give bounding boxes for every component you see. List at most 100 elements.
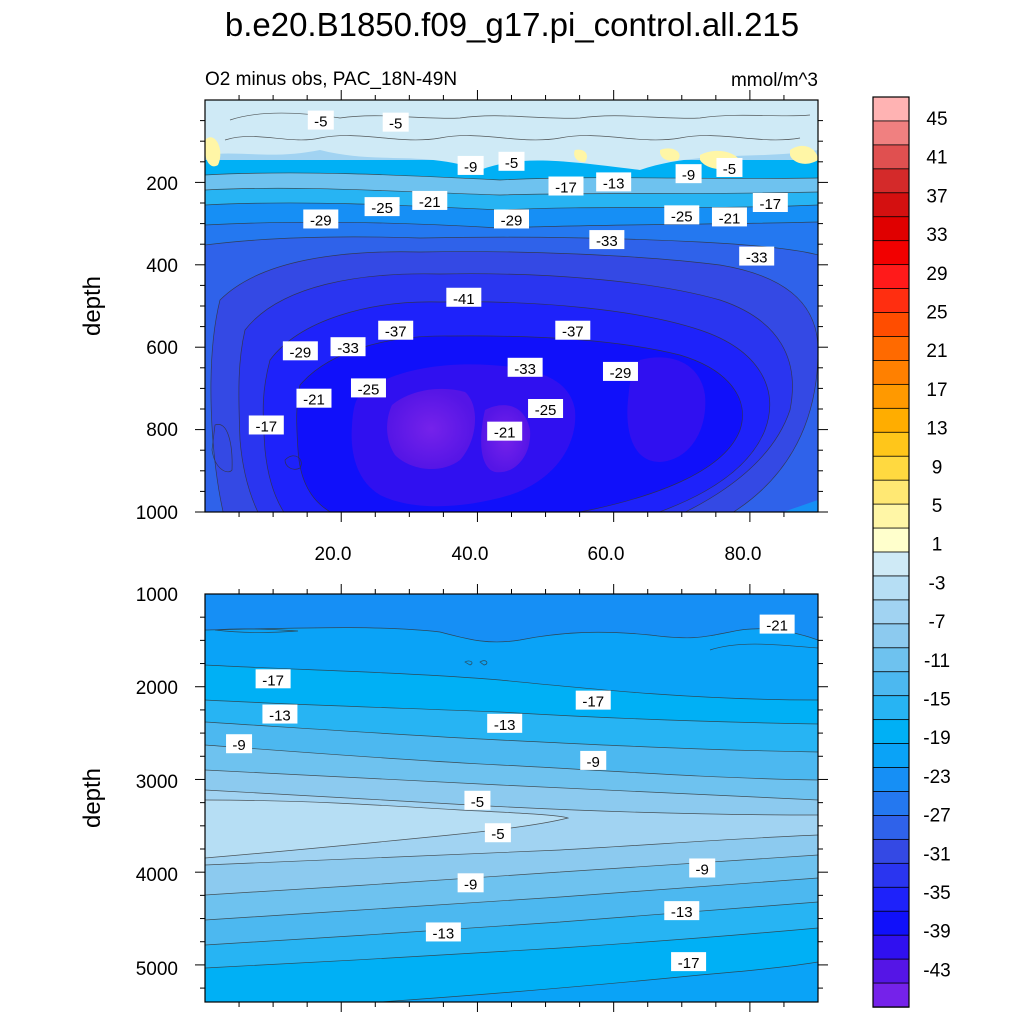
colorbar-swatch bbox=[872, 383, 910, 410]
contour-label: -21 bbox=[296, 388, 332, 409]
contour-label: -33 bbox=[330, 337, 366, 357]
colorbar-swatch bbox=[872, 623, 910, 649]
contour-label-box bbox=[350, 378, 386, 398]
colorbar-swatch bbox=[872, 192, 910, 218]
contour-label-text: -13 bbox=[269, 708, 291, 725]
colorbar-swatch bbox=[872, 288, 910, 314]
units-label: mmol/m^3 bbox=[731, 70, 818, 91]
colorbar-label: -43 bbox=[923, 960, 950, 981]
contour-label-box bbox=[507, 357, 543, 377]
contour-label: -17 bbox=[575, 690, 611, 711]
contour-label-box bbox=[457, 873, 484, 893]
colorbar-swatch bbox=[872, 240, 910, 266]
contour-label-box bbox=[528, 399, 564, 418]
colorbar-label: -23 bbox=[923, 767, 950, 788]
lower-axis-ticks bbox=[195, 584, 828, 1012]
colorbar-swatch bbox=[872, 838, 910, 865]
contour-label-box bbox=[262, 704, 298, 724]
colorbar-swatch bbox=[872, 671, 910, 697]
lower-panel: 1000 2000 3000 4000 5000 depth -21 -17 -17… bbox=[79, 584, 828, 1012]
contour-label: -41 bbox=[446, 287, 482, 308]
contour-label-text: -5 bbox=[471, 794, 484, 811]
contour-label-box bbox=[716, 157, 743, 177]
contour-label-box bbox=[494, 209, 529, 229]
contour-label: -33 bbox=[507, 357, 543, 378]
contour-label-box bbox=[759, 614, 795, 634]
contour-label-text: -29 bbox=[610, 365, 632, 382]
contour-label-box bbox=[378, 320, 414, 340]
colorbar-swatch bbox=[872, 886, 910, 912]
colorbar-swatch bbox=[872, 743, 910, 769]
contour-label-text: -21 bbox=[419, 194, 441, 211]
contour-label-box bbox=[296, 388, 332, 408]
contour-label: -17 bbox=[248, 415, 284, 435]
contour-label-box bbox=[580, 750, 607, 770]
contour-label: -17 bbox=[752, 193, 788, 213]
colorbar-swatch bbox=[872, 168, 910, 194]
contour-label: -5 bbox=[382, 112, 409, 133]
contour-label-text: -9 bbox=[464, 159, 477, 176]
contour-label-box bbox=[307, 110, 334, 130]
colorbar-label: -3 bbox=[929, 573, 946, 594]
contour-label-box bbox=[487, 713, 523, 733]
contour-label-box bbox=[446, 287, 482, 307]
contour-label-box bbox=[664, 205, 700, 225]
contour-label: -21 bbox=[487, 421, 523, 442]
contour-label: -25 bbox=[664, 205, 700, 225]
contour-label-box bbox=[675, 164, 702, 184]
contour-label: -13 bbox=[664, 901, 700, 921]
contour-label-box bbox=[412, 190, 448, 210]
contour-label-text: -21 bbox=[766, 618, 788, 635]
contour-label-text: -33 bbox=[596, 233, 618, 250]
colorbar-swatch bbox=[872, 934, 910, 960]
contour-label-text: -17 bbox=[678, 955, 700, 972]
contour-label-box bbox=[596, 172, 632, 192]
lower-contour-fill bbox=[205, 594, 818, 1002]
lower-y-axis-label: depth bbox=[79, 768, 106, 828]
colorbar-label: -7 bbox=[929, 612, 946, 633]
contour-label-box bbox=[248, 415, 284, 435]
contour-label-text: -9 bbox=[696, 861, 709, 878]
lower-y-tick-2000: 2000 bbox=[136, 678, 178, 699]
colorbar-swatch bbox=[872, 96, 910, 122]
contour-label: -9 bbox=[457, 873, 484, 893]
upper-x-tick-80: 80.0 bbox=[725, 544, 762, 565]
colorbar-label: -27 bbox=[923, 806, 950, 827]
colorbar-label: 29 bbox=[926, 264, 947, 285]
colorbar-label: 13 bbox=[926, 419, 947, 440]
contour-label-box bbox=[711, 207, 747, 227]
upper-axis-ticks bbox=[195, 90, 828, 522]
contour-label-text: -5 bbox=[389, 116, 402, 133]
colorbar-label: 1 bbox=[932, 535, 943, 556]
contour-label-text: -29 bbox=[310, 212, 332, 229]
colorbar-swatch bbox=[872, 767, 910, 793]
contour-label-text: -5 bbox=[491, 826, 504, 843]
contour-label: -29 bbox=[303, 209, 339, 229]
colorbar-swatch bbox=[872, 982, 910, 1008]
contour-label-text: -5 bbox=[314, 114, 327, 131]
contour-label-box bbox=[548, 176, 584, 196]
contour-label-text: -17 bbox=[555, 180, 577, 197]
contour-label: -5 bbox=[307, 110, 334, 131]
lower-contour-labels: -21 -17 -17 -13 -13 -9 -9 -5 -5 -9 -9 -13 -13 -17 bbox=[226, 614, 795, 972]
contour-label: -5 bbox=[716, 157, 743, 178]
colorbar-swatch bbox=[872, 431, 910, 457]
contour-label-text: -17 bbox=[759, 196, 781, 213]
colorbar-label: -39 bbox=[923, 922, 950, 943]
contour-label-box bbox=[575, 690, 611, 710]
upper-contour-labels: -5 -5 -9 -5 -17 -13 -9 -5 -29 -25 -21 -29 -25 -21 -17 -… bbox=[248, 110, 788, 442]
colorbar-swatch bbox=[872, 647, 910, 673]
upper-y-axis-label: depth bbox=[79, 276, 106, 336]
contour-label-text: -13 bbox=[494, 717, 516, 734]
colorbar-swatch bbox=[872, 455, 910, 481]
colorbar-swatch bbox=[872, 527, 910, 553]
colorbar-swatch bbox=[872, 551, 910, 577]
upper-y-tick-600: 600 bbox=[146, 338, 178, 359]
contour-label-text: -5 bbox=[723, 161, 736, 178]
contour-label-text: -29 bbox=[290, 344, 312, 361]
colorbar-label: 25 bbox=[926, 303, 947, 324]
chart-subtitle: O2 minus obs, PAC_18N-49N bbox=[205, 69, 457, 90]
contour-label-box bbox=[382, 112, 409, 132]
contour-label: -29 bbox=[282, 341, 318, 361]
